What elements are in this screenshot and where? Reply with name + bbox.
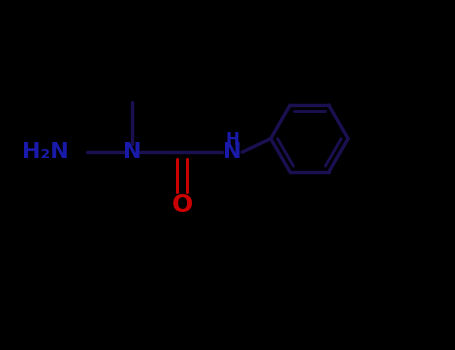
Text: N: N: [123, 142, 141, 162]
Text: O: O: [172, 193, 192, 217]
Text: H₂N: H₂N: [21, 142, 68, 162]
Text: H: H: [225, 131, 239, 148]
Text: N: N: [223, 142, 241, 162]
